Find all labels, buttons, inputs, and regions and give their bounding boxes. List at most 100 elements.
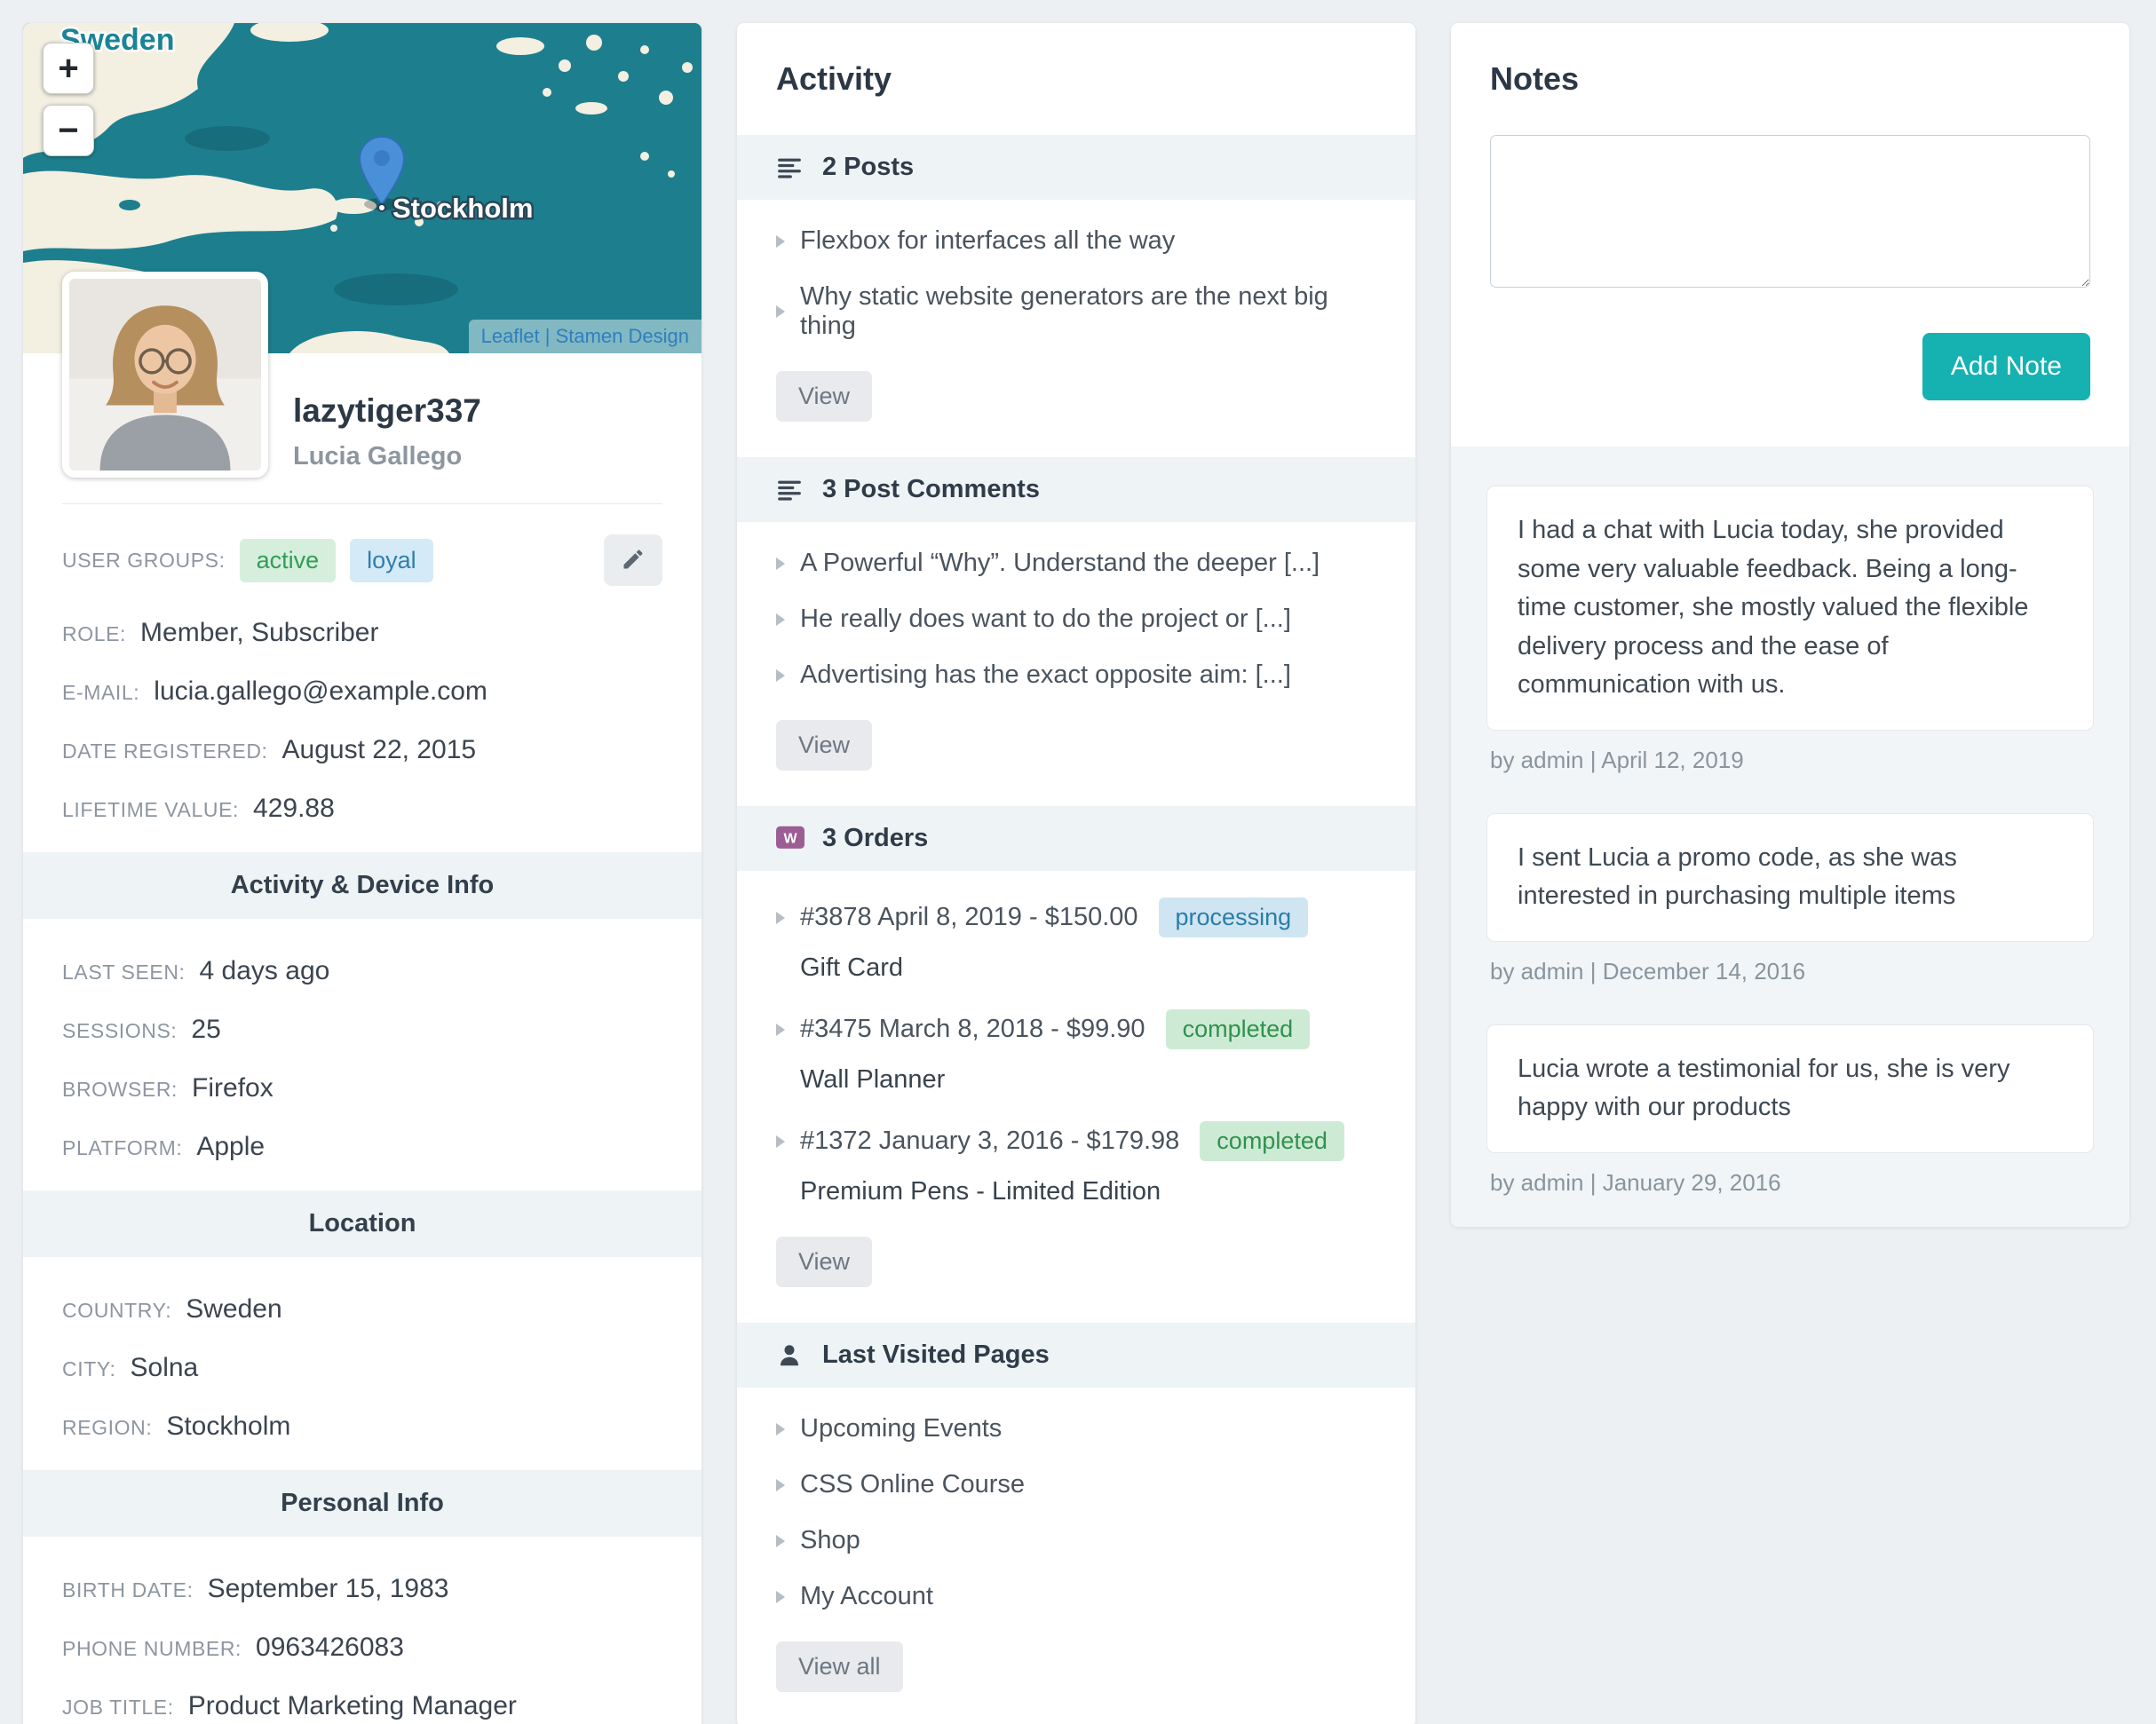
map-zoom-control: + − [43,43,94,156]
notes-card: Notes Add Note I had a chat with Lucia t… [1451,23,2129,1227]
orders-section-header: W 3 Orders [737,806,1415,871]
post-title: Flexbox for interfaces all the way [800,226,1176,255]
field-label: BIRTH DATE: [62,1578,194,1601]
notes-title: Notes [1490,60,1580,97]
visited-page: Upcoming Events [800,1414,1003,1443]
note-input[interactable] [1490,135,2090,288]
username: lazytiger337 [293,392,481,429]
order-line: #3475 March 8, 2018 - $99.90 [800,1015,1145,1043]
field-value: August 22, 2015 [281,735,477,764]
field-row-country: COUNTRY: Sweden [62,1294,662,1325]
chevron-right-icon [776,613,785,626]
edit-groups-button[interactable] [604,534,662,586]
field-row-date-registered: DATE REGISTERED: August 22, 2015 [62,735,662,765]
order-line-row: #1372 January 3, 2016 - $179.98 complete… [776,1121,1376,1161]
view-all-pages-button[interactable]: View all [776,1641,903,1692]
section-title: 3 Post Comments [822,475,1040,503]
field-row-job-title: JOB TITLE: Product Marketing Manager [62,1691,662,1721]
chevron-right-icon [776,911,785,924]
comments-section-header: 3 Post Comments [737,457,1415,522]
chevron-right-icon [776,234,785,248]
personal-fields: BIRTH DATE: September 15, 1983 PHONE NUM… [23,1542,701,1721]
comment-item: Advertising has the exact opposite aim: … [776,660,1376,690]
order-product: Premium Pens - Limited Edition [800,1177,1161,1206]
visited-page: Shop [800,1526,860,1554]
field-label: COUNTRY: [62,1299,172,1322]
comment-item: A Powerful “Why”. Understand the deeper … [776,549,1376,578]
order-status-badge: processing [1158,898,1309,937]
order-item: #3878 April 8, 2019 - $150.00 processing… [776,898,1376,983]
field-label: DATE REGISTERED: [62,739,268,763]
order-line: #3878 April 8, 2019 - $150.00 [800,903,1138,931]
group-badge-loyal: loyal [350,538,433,582]
map-country-label: Sweden [60,23,174,57]
comments-icon [776,476,805,504]
section-header-personal-info: Personal Info [23,1470,701,1537]
location-fields: COUNTRY: Sweden CITY: Solna REGION: Stoc… [23,1262,701,1442]
profile-card: Sweden Stockholm + − Leaflet | Stamen De… [23,23,701,1724]
field-value: Member, Subscriber [140,618,379,647]
field-row-lifetime-value: LIFETIME VALUE: 429.88 [62,794,662,824]
field-label: LIFETIME VALUE: [62,798,240,821]
avatar-photo [69,279,261,471]
view-comments-button[interactable]: View [776,720,873,771]
field-label: ROLE: [62,622,127,645]
posts-icon [776,154,805,182]
field-label: SESSIONS: [62,1019,178,1042]
field-value: 429.88 [253,794,335,823]
field-label: LAST SEEN: [62,961,186,984]
field-row-role: ROLE: Member, Subscriber [62,618,662,648]
comment-text: A Powerful “Why”. Understand the deeper … [800,549,1320,577]
order-line: #1372 January 3, 2016 - $179.98 [800,1127,1180,1155]
posts-section-body: Flexbox for interfaces all the way Why s… [737,200,1415,457]
user-groups-label: USER GROUPS: [62,548,226,572]
field-value: Stockholm [166,1412,291,1441]
view-posts-button[interactable]: View [776,371,873,422]
divider [62,503,662,504]
add-note-button[interactable]: Add Note [1922,333,2090,400]
field-row-sessions: SESSIONS: 25 [62,1015,662,1045]
note-item: Lucia wrote a testimonial for us, she is… [1486,1024,2094,1197]
field-label: JOB TITLE: [62,1696,174,1719]
visitor-icon [776,1341,805,1370]
field-row-email: E-MAIL: lucia.gallego@example.com [62,676,662,707]
visited-page-item: Upcoming Events [776,1414,1376,1443]
note-meta: by admin | April 12, 2019 [1490,746,1744,773]
chevron-right-icon [776,557,785,570]
comment-item: He really does want to do the project or… [776,605,1376,634]
zoom-out-button[interactable]: − [43,105,94,156]
field-label: BROWSER: [62,1078,178,1101]
chevron-right-icon [776,305,785,318]
section-header-location: Location [23,1190,701,1257]
section-title: 3 Orders [822,824,929,852]
activity-card: Activity 2 Posts Flexbox for interfaces … [737,23,1415,1724]
field-value: lucia.gallego@example.com [154,676,487,706]
field-value: Product Marketing Manager [187,1691,517,1720]
visited-page-item: My Account [776,1582,1376,1611]
field-value: Solna [130,1353,199,1382]
post-title: Why static website generators are the ne… [800,282,1328,340]
note-text: I had a chat with Lucia today, she provi… [1486,486,2094,731]
avatar [62,272,268,478]
svg-text:W: W [783,832,797,847]
visited-section-body: Upcoming Events CSS Online Course Shop M… [737,1388,1415,1724]
add-note-area: Add Note [1451,135,2129,447]
view-orders-button[interactable]: View [776,1237,873,1287]
note-item: I had a chat with Lucia today, she provi… [1486,486,2094,774]
order-product: Gift Card [800,953,904,982]
zoom-in-button[interactable]: + [43,43,94,94]
map-attribution-link[interactable]: Leaflet | Stamen Design [468,320,701,353]
field-label: PLATFORM: [62,1136,183,1159]
note-meta: by admin | January 29, 2016 [1490,1168,1781,1196]
order-item: #1372 January 3, 2016 - $179.98 complete… [776,1121,1376,1206]
activity-device-fields: LAST SEEN: 4 days ago SESSIONS: 25 BROWS… [23,924,701,1162]
order-product: Wall Planner [800,1065,946,1094]
woocommerce-icon: W [776,825,805,853]
full-name: Lucia Gallego [293,442,463,471]
add-note-row: Add Note [1490,333,2090,400]
chevron-right-icon [776,1590,785,1603]
visited-page: My Account [800,1582,933,1610]
user-groups-row: USER GROUPS: active loyal [23,504,701,586]
note-meta: by admin | December 14, 2016 [1490,957,1806,985]
section-title: Last Visited Pages [822,1340,1050,1369]
